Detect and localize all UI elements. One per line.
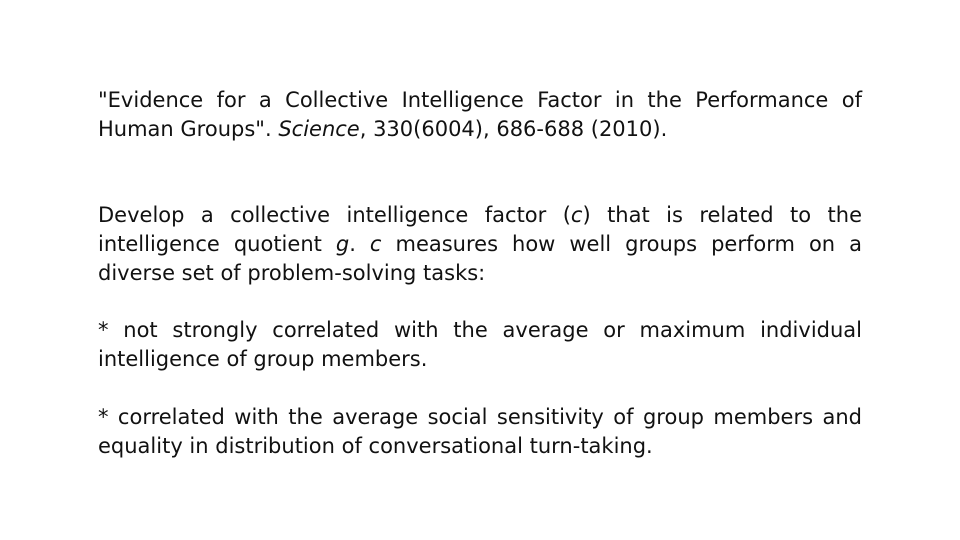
citation-journal: Science	[278, 117, 360, 141]
g-symbol: g	[335, 232, 350, 256]
bullet-item-1: * not strongly correlated with the avera…	[98, 318, 862, 371]
summary-text-1: Develop a collective intelligence factor…	[98, 203, 571, 227]
bullet-item-2: * correlated with the average social sen…	[98, 405, 862, 458]
citation-paragraph: "Evidence for a Collective Intelligence …	[98, 86, 862, 144]
c-symbol-2: c	[369, 232, 382, 256]
summary-text-2: ) that is related to the intelligence qu…	[98, 203, 862, 256]
citation-title: "Evidence for a Collective Intelligence …	[98, 88, 862, 141]
c-symbol: c	[570, 203, 583, 227]
citation-details: , 330(6004), 686-688 (2010).	[359, 117, 668, 141]
summary-paragraph: Develop a collective intelligence factor…	[98, 201, 862, 288]
summary-text-3: .	[349, 232, 370, 256]
summary-text-4: measures how well groups perform on a di…	[98, 232, 862, 285]
